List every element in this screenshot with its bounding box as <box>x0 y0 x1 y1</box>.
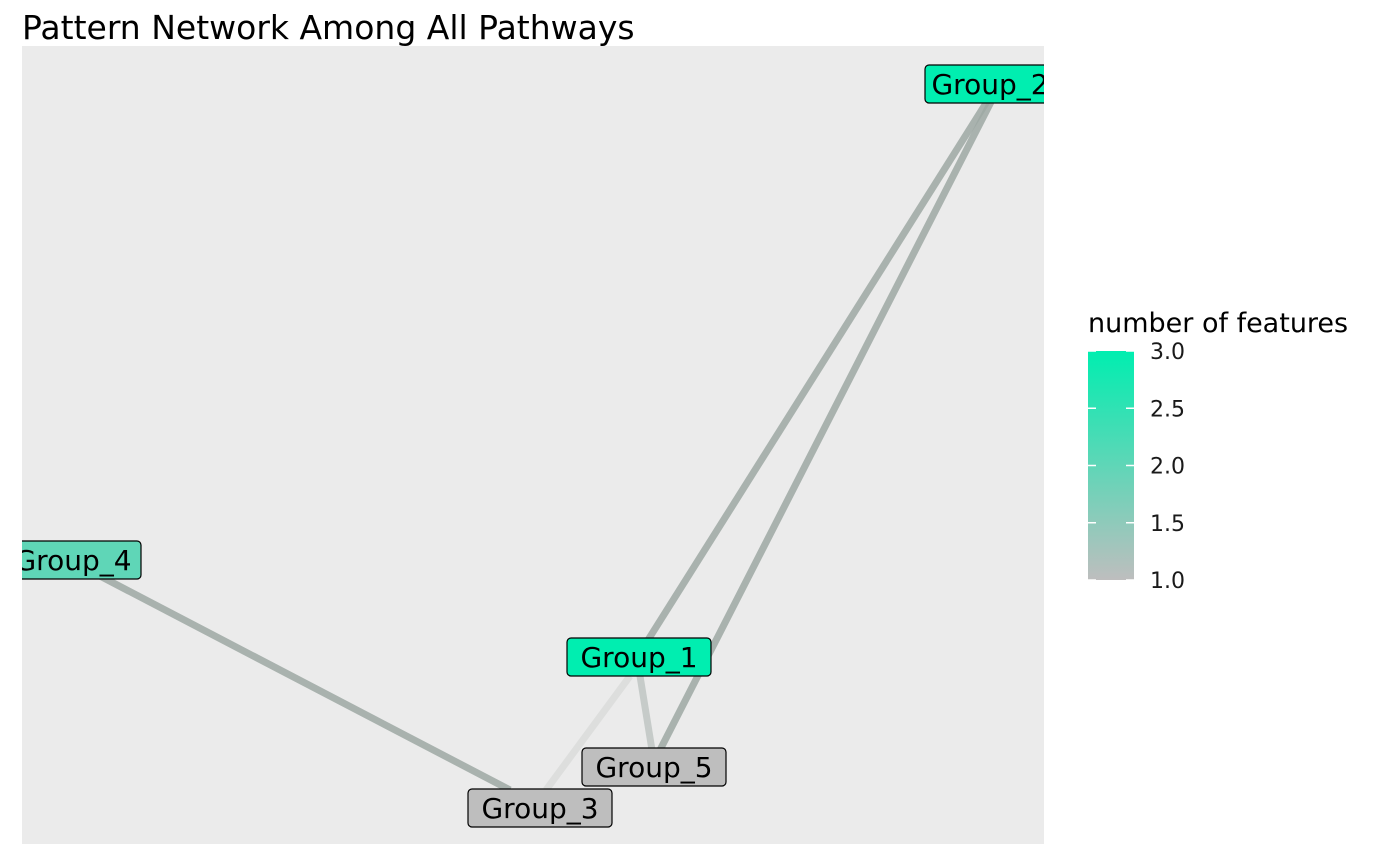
edge-group1-group5 <box>636 675 656 751</box>
chart-title: Pattern Network Among All Pathways <box>22 8 635 47</box>
edges <box>98 98 996 794</box>
legend-tick-label: 1.0 <box>1150 569 1185 594</box>
node-group-2[interactable]: Group_2 <box>924 64 1055 104</box>
node-box <box>924 64 1044 104</box>
legend-ticks: 3.0 2.5 2.0 1.5 1.0 <box>1088 340 1185 594</box>
node-box <box>22 540 142 580</box>
edge-group2-group5 <box>656 98 996 752</box>
node-label: Group_5 <box>595 751 712 784</box>
node-group-3[interactable]: Group_3 <box>467 788 613 828</box>
node-label: Group_3 <box>481 792 598 825</box>
legend-tick-label: 1.5 <box>1150 512 1185 537</box>
legend-tick-label: 3.0 <box>1150 340 1185 365</box>
node-group-5[interactable]: Group_5 <box>581 747 727 787</box>
node-group-4[interactable]: Group_4 <box>5 540 142 580</box>
color-legend: number of features 3.0 2.5 2.0 1.5 1.0 <box>1088 308 1348 594</box>
plot-panel <box>22 46 1044 844</box>
nodes: Group_2 Group_4 Group_1 Group_5 Group_3 <box>5 64 1055 828</box>
legend-title: number of features <box>1088 308 1348 339</box>
edge-group2-group1 <box>645 98 991 642</box>
node-label: Group_2 <box>931 68 1048 101</box>
node-label: Group_4 <box>14 544 131 577</box>
edge-group4-group3 <box>98 572 512 794</box>
node-box <box>581 747 727 787</box>
node-box <box>566 637 712 677</box>
edge-group1-group3 <box>543 673 633 793</box>
legend-tick-label: 2.0 <box>1150 455 1185 480</box>
node-label: Group_1 <box>580 641 697 674</box>
legend-tick-label: 2.5 <box>1150 397 1185 422</box>
node-group-1[interactable]: Group_1 <box>566 637 712 677</box>
node-box <box>467 788 613 828</box>
